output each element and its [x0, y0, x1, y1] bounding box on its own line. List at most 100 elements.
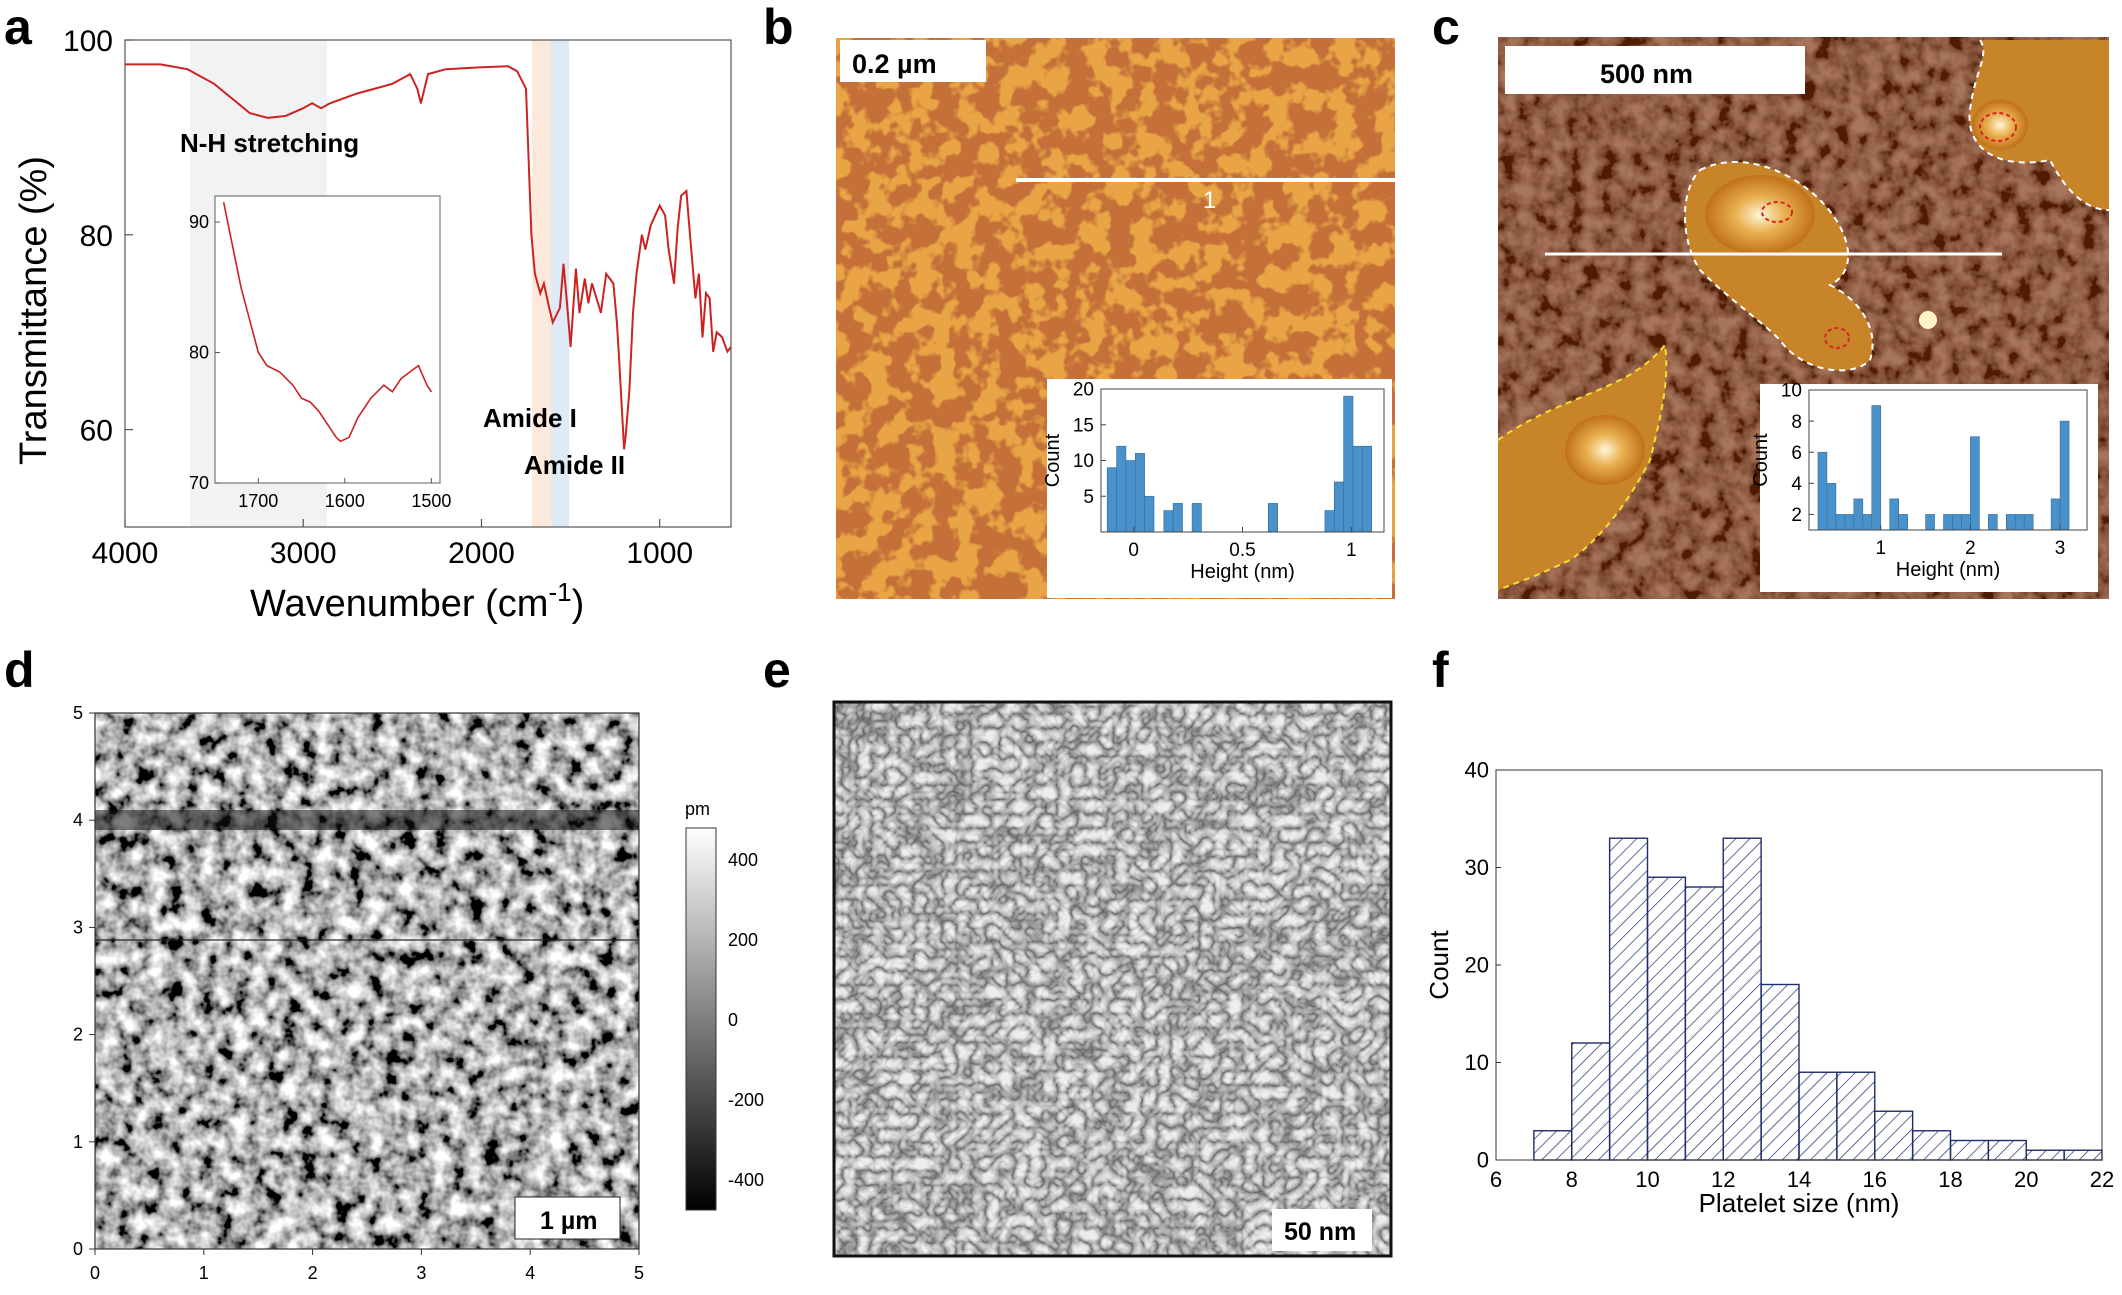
hist-bar: [1835, 514, 1846, 531]
hist-ylabel: Count: [1424, 930, 1454, 1000]
inset-point: [309, 401, 311, 403]
ftir-point: [125, 63, 126, 65]
hist-xtick-label: 20: [2014, 1167, 2038, 1192]
c-scalebar-box: [1505, 46, 1805, 94]
d-colorbar: [685, 827, 717, 1211]
ftir-point: [409, 73, 411, 75]
ftir-point: [668, 248, 670, 251]
ftir-point: [213, 83, 215, 85]
hist-ytick-label: 20: [1465, 953, 1489, 978]
d-axis-ticks: 0 1 2 3 4 5 0 1 2 3 4 5: [73, 703, 644, 1283]
c-island-center-peak: [1705, 175, 1815, 255]
annotation-amide-i: Amide I: [483, 403, 577, 433]
hist-xtick-label: 1: [1346, 540, 1357, 561]
inset-point: [409, 371, 411, 373]
hist-bar: [1571, 1042, 1611, 1161]
inset-point: [339, 440, 341, 442]
hist-bar: [1844, 514, 1855, 531]
hist-xtick-label: 1: [1875, 538, 1886, 559]
hist-bar: [1898, 514, 1908, 531]
a-xtick-label: 4000: [92, 537, 159, 570]
hist-bar: [1961, 514, 1971, 531]
c-scalebar-label: 500 nm: [1600, 59, 1693, 89]
c-particle: [1919, 311, 1937, 329]
d-xtick-label: 4: [525, 1263, 535, 1283]
panel-letter-e: e: [763, 642, 791, 698]
ftir-point: [659, 204, 661, 207]
ftir-point: [249, 112, 251, 114]
c-contour-center: [1684, 161, 1874, 372]
hist-bar: [1362, 445, 1373, 533]
d-colorbar-tick-label: -200: [728, 1090, 764, 1110]
hist-bar: [2025, 1149, 2065, 1161]
d-scalebar-label: 1 µm: [540, 1207, 597, 1235]
ftir-point: [302, 107, 304, 109]
hist-frame: [1808, 389, 2088, 531]
ftir-point: [730, 346, 731, 348]
hist-xtick-label: 10: [1635, 1167, 1659, 1192]
ftir-point: [507, 65, 509, 67]
ftir-point: [612, 282, 614, 285]
ftir-point: [284, 115, 287, 117]
e-frame: [832, 700, 1393, 1258]
hist-ytick-label: 4: [1791, 474, 1802, 495]
hist-bar: [1125, 460, 1136, 533]
ftir-point: [548, 307, 550, 309]
hist-bar: [1988, 514, 1998, 531]
c-peak-marker-3: [1824, 327, 1850, 349]
ftir-point: [625, 433, 627, 436]
inset-point: [357, 417, 359, 419]
hist-bar: [1134, 453, 1145, 533]
d-ytick-label: 5: [73, 703, 83, 723]
ftir-point: [160, 63, 162, 65]
ftir-point: [566, 302, 568, 304]
ftir-point: [530, 234, 532, 236]
panel-c: 500 nm 1 2 3 2 4 6 8 10 Height (nm) Count: [1497, 37, 2110, 599]
inset-point: [279, 371, 281, 373]
hist-xtick-label: 14: [1787, 1167, 1811, 1192]
a-tick-group: 4000 3000 2000 1000 60 80 100: [63, 25, 693, 570]
inset-point: [318, 410, 320, 412]
hist-ytick-label: 20: [1073, 380, 1094, 401]
ftir-point: [584, 278, 586, 280]
inset-point: [391, 391, 393, 393]
ftir-point: [721, 336, 723, 338]
ftir-point: [231, 97, 233, 100]
hist-xtick-label: 6: [1490, 1167, 1502, 1192]
a-ylabel: Transmittance (%): [13, 156, 55, 465]
c-inset-bg: [1760, 384, 2098, 592]
d-xtick-label: 2: [308, 1263, 318, 1283]
ftir-point: [266, 117, 269, 119]
e-scalebar-label: 50 nm: [1284, 1218, 1356, 1246]
hist-xtick-label: 2: [1965, 538, 1976, 559]
hist-bar: [1163, 510, 1174, 533]
a-inset-series: [222, 202, 432, 443]
ftir-point: [575, 268, 577, 270]
hist-xtick-label: 22: [2090, 1167, 2114, 1192]
hist-bar: [1684, 886, 1724, 1161]
ftir-point: [525, 88, 527, 90]
c-island-left-peak: [1565, 415, 1645, 485]
inset-point: [240, 286, 242, 288]
d-ytick-label: 0: [73, 1239, 83, 1259]
hist-bar: [1333, 481, 1344, 533]
panel-letter-b: b: [763, 0, 794, 55]
hist-ytick-label: 30: [1465, 855, 1489, 880]
d-xtick-label: 3: [416, 1263, 426, 1283]
d-colorbar-ticks: 400 200 0 -200 -400: [728, 850, 764, 1190]
ftir-point: [600, 312, 602, 314]
ftir-point: [391, 83, 393, 85]
ftir-point: [543, 282, 545, 285]
ftir-point: [616, 321, 618, 324]
hist-xlabel: Height (nm): [1896, 559, 2000, 581]
hist-ytick-label: 10: [1781, 381, 1802, 402]
hist-bar: [1817, 451, 1828, 531]
inset-point: [370, 397, 372, 399]
a-inset-tick-group: 1700 1600 1500 70 80 90: [189, 212, 451, 511]
hist-bar: [2005, 514, 2016, 531]
panel-d: 0 1 2 3 4 5 0 1 2 3 4 5 1 µm pm 400 200 0 -200 -400: [73, 703, 764, 1283]
amide-ii-band: [551, 40, 569, 527]
ftir-point: [701, 336, 704, 338]
